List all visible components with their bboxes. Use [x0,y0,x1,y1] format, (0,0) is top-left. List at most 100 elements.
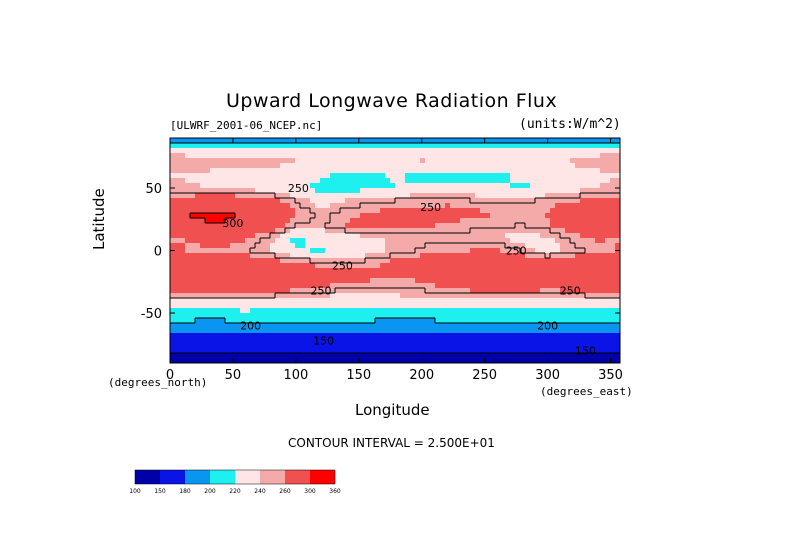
heatmap-cell [275,343,281,349]
heatmap-cell [460,208,466,214]
heatmap-cell [440,243,446,249]
heatmap-cell [240,263,246,269]
heatmap-cell [375,278,381,284]
heatmap-cell [415,253,421,259]
heatmap-cell [250,258,256,264]
heatmap-cell [280,158,286,164]
heatmap-cell [495,343,501,349]
heatmap-cell [175,218,181,224]
heatmap-cell [495,298,501,304]
heatmap-cell [370,353,376,359]
heatmap-cell [520,208,526,214]
heatmap-cell [265,213,271,219]
heatmap-cell [510,263,516,269]
heatmap-cell [205,318,211,324]
heatmap-cell [230,288,236,294]
heatmap-cell [295,183,301,189]
heatmap-cell [545,208,551,214]
heatmap-cell [220,308,226,314]
heatmap-cell [595,263,601,269]
heatmap-cell [260,268,266,274]
heatmap-cell [250,203,256,209]
contour-label: 200 [240,320,261,333]
heatmap-cell [330,258,336,264]
heatmap-cell [430,138,436,144]
heatmap-cell [280,328,286,334]
heatmap-cell [420,178,426,184]
heatmap-cell [430,328,436,334]
heatmap-cell [510,233,516,239]
heatmap-cell [225,183,231,189]
heatmap-cell [370,238,376,244]
heatmap-cell [190,178,196,184]
heatmap-cell [305,143,311,149]
heatmap-cell [600,188,606,194]
heatmap-cell [400,333,406,339]
heatmap-cell [215,138,221,144]
heatmap-cell [530,238,536,244]
heatmap-cell [480,223,486,229]
heatmap-cell [420,213,426,219]
heatmap-cell [185,313,191,319]
heatmap-cell [475,158,481,164]
heatmap-cell [470,138,476,144]
heatmap-cell [375,223,381,229]
heatmap-cell [170,348,176,354]
heatmap-cell [260,358,266,363]
heatmap-cell [425,178,431,184]
heatmap-cell [430,188,436,194]
heatmap-cell [185,203,191,209]
heatmap-cell [370,278,376,284]
heatmap-cell [210,193,216,199]
heatmap-cell [445,273,451,279]
heatmap-cell [390,303,396,309]
heatmap-cell [610,333,616,339]
heatmap-cell [510,243,516,249]
heatmap-cell [505,288,511,294]
heatmap-cell [380,193,386,199]
heatmap-cell [325,328,331,334]
heatmap-cell [500,203,506,209]
heatmap-cell [250,353,256,359]
heatmap-cell [280,253,286,259]
heatmap-cell [220,193,226,199]
heatmap-cell [260,293,266,299]
heatmap-cell [295,348,301,354]
heatmap-cell [460,253,466,259]
heatmap-cell [325,288,331,294]
heatmap-cell [235,258,241,264]
heatmap-cell [340,353,346,359]
heatmap-cell [455,238,461,244]
heatmap-cell [170,253,176,259]
heatmap-cell [525,303,531,309]
heatmap-cell [595,218,601,224]
heatmap-cell [590,208,596,214]
heatmap-cell [210,328,216,334]
heatmap-cell [335,248,341,254]
heatmap-cell [525,283,531,289]
heatmap-cell [390,198,396,204]
heatmap-cell [535,333,541,339]
heatmap-cell [335,358,341,363]
heatmap-cell [615,298,620,304]
heatmap-cell [200,173,206,179]
heatmap-cell [590,138,596,144]
heatmap-cell [585,223,591,229]
heatmap-cell [565,233,571,239]
heatmap-cell [220,218,226,224]
heatmap-cell [475,348,481,354]
heatmap-cell [445,303,451,309]
heatmap-cell [220,288,226,294]
colorbar-swatch [260,470,285,484]
heatmap-cell [330,328,336,334]
heatmap-cell [545,328,551,334]
heatmap-cell [540,183,546,189]
heatmap-cell [390,228,396,234]
heatmap-cell [525,288,531,294]
heatmap-cell [225,243,231,249]
heatmap-cell [570,313,576,319]
heatmap-cell [550,338,556,344]
heatmap-cell [370,218,376,224]
heatmap-cell [395,178,401,184]
heatmap-cell [420,143,426,149]
